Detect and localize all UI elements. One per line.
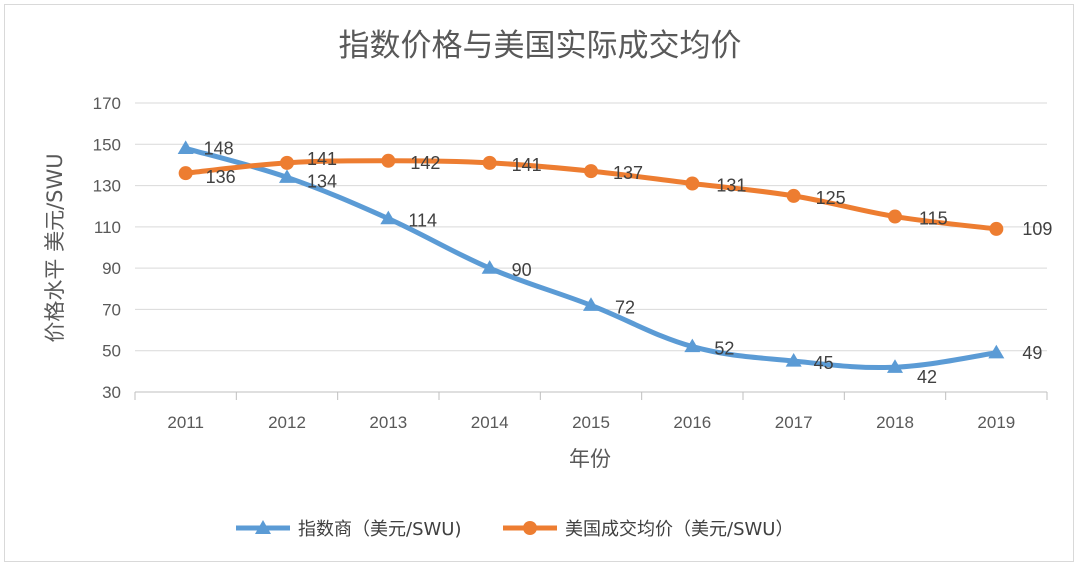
chart-title: 指数价格与美国实际成交均价 xyxy=(339,28,742,64)
data-label-us-avg-price: 136 xyxy=(206,167,236,187)
data-labels: 148 134 114 90 72 52 45 42 49 136 141 142 141 137 131 1… xyxy=(204,138,1053,387)
data-point-index-price xyxy=(583,297,599,311)
x-axis-title: 年份 xyxy=(569,447,611,471)
x-tick-label: 2012 xyxy=(268,413,306,432)
data-point-index-price xyxy=(177,140,194,155)
x-tick-label: 2011 xyxy=(167,413,204,432)
data-label-index-price: 72 xyxy=(615,297,635,317)
data-label-index-price: 45 xyxy=(814,353,834,373)
data-label-index-price: 90 xyxy=(512,260,532,280)
y-tick-label: 150 xyxy=(93,135,121,154)
data-point-us-avg-price xyxy=(989,221,1004,236)
y-tick-label: 30 xyxy=(102,383,121,402)
data-label-index-price: 134 xyxy=(307,171,337,191)
data-point-index-price xyxy=(684,338,701,353)
chart-frame xyxy=(4,4,1074,562)
x-tick-label: 2014 xyxy=(471,413,509,432)
data-label-us-avg-price: 141 xyxy=(512,155,542,175)
gridlines xyxy=(135,102,1047,393)
data-point-us-avg-price xyxy=(584,164,598,179)
legend: 指数商（美元/SWU) 美国成交均价（美元/SWU） xyxy=(236,519,793,540)
y-axis-ticks: 30 50 70 90 110 130 150 170 xyxy=(93,94,121,402)
x-tick-label: 2016 xyxy=(673,413,711,432)
y-tick-label: 70 xyxy=(102,300,121,319)
y-tick-label: 170 xyxy=(93,94,121,113)
data-point-us-avg-price xyxy=(786,188,801,203)
data-point-us-avg-price xyxy=(685,176,700,191)
data-point-index-price xyxy=(380,210,397,225)
x-tick-label: 2019 xyxy=(977,413,1015,432)
x-tick-label: 2018 xyxy=(876,413,914,432)
data-point-index-price xyxy=(887,359,903,373)
legend-marker-us-avg-price xyxy=(523,521,537,535)
data-point-us-avg-price xyxy=(381,153,396,168)
legend-label-us-avg-price: 美国成交均价（美元/SWU） xyxy=(565,519,793,540)
x-tick-label: 2015 xyxy=(572,413,610,432)
data-label-us-avg-price: 109 xyxy=(1022,219,1052,239)
y-tick-label: 110 xyxy=(94,218,121,237)
legend-label-index-price: 指数商（美元/SWU) xyxy=(298,519,462,540)
data-label-index-price: 52 xyxy=(714,339,734,359)
data-label-index-price: 114 xyxy=(408,211,437,231)
y-tick-label: 130 xyxy=(93,177,121,196)
data-label-index-price: 42 xyxy=(917,367,937,387)
data-label-index-price: 148 xyxy=(204,138,234,158)
y-tick-label: 50 xyxy=(102,342,121,361)
data-point-index-price xyxy=(988,344,1005,359)
legend-marker-index-price xyxy=(255,520,271,534)
y-axis-title: 价格水平 美元/SWU xyxy=(43,153,67,342)
data-label-us-avg-price: 115 xyxy=(919,209,948,229)
data-label-us-avg-price: 137 xyxy=(613,163,643,183)
y-tick-label: 90 xyxy=(102,259,121,278)
x-tick-label: 2017 xyxy=(775,413,813,432)
x-tick-label: 2013 xyxy=(369,413,407,432)
data-point-index-price xyxy=(785,353,802,367)
data-label-us-avg-price: 125 xyxy=(816,188,846,208)
series-layer xyxy=(177,140,1005,373)
data-point-us-avg-price xyxy=(482,155,497,170)
data-label-us-avg-price: 141 xyxy=(307,149,337,169)
data-label-index-price: 49 xyxy=(1022,343,1042,363)
data-label-us-avg-price: 142 xyxy=(410,153,440,173)
x-axis-ticks: 2011 2012 2013 2014 2015 2016 2017 2018 2019 xyxy=(134,392,1048,432)
data-point-us-avg-price xyxy=(178,166,193,181)
data-label-us-avg-price: 131 xyxy=(716,176,746,196)
data-point-index-price xyxy=(481,260,498,274)
data-point-us-avg-price xyxy=(888,209,902,224)
data-point-index-price xyxy=(279,169,295,183)
data-point-us-avg-price xyxy=(280,155,294,170)
